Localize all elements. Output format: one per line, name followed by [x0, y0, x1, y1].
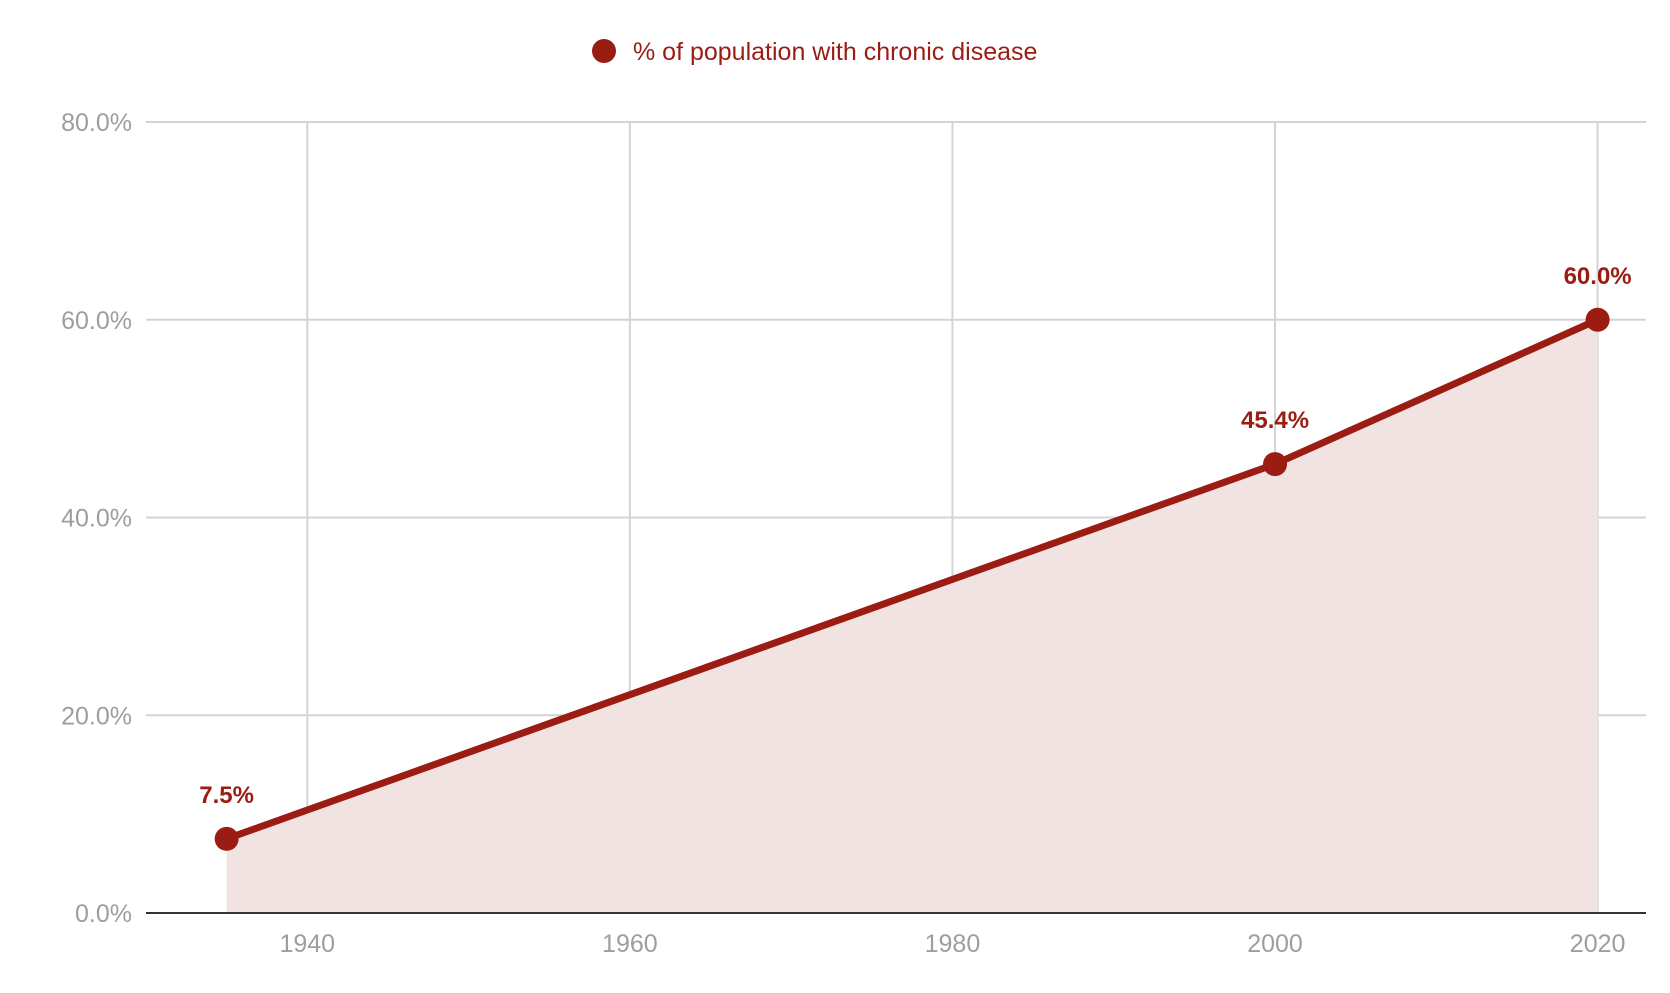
data-label-layer: 7.5% 45.4% 60.0%	[199, 263, 1631, 809]
x-tick-label: 1980	[925, 930, 981, 958]
x-tick-label: 1940	[279, 930, 335, 958]
data-point[interactable]	[1263, 452, 1288, 477]
series-area-fill	[226, 319, 1598, 913]
legend-marker-icon	[592, 39, 616, 63]
data-point[interactable]	[1585, 307, 1610, 332]
data-label: 7.5%	[199, 782, 254, 809]
legend-label: % of population with chronic disease	[633, 38, 1037, 66]
x-tick-label: 1960	[602, 930, 658, 958]
data-point[interactable]	[214, 826, 239, 851]
legend[interactable]: % of population with chronic disease	[592, 38, 1037, 66]
y-tick-label: 40.0%	[61, 505, 132, 533]
y-tick-label: 80.0%	[61, 109, 132, 137]
y-tick-label: 0.0%	[75, 900, 132, 928]
x-tick-label: 2020	[1570, 930, 1626, 958]
axes: 0.0% 20.0% 40.0% 60.0% 80.0% 1940 1960 1980 2000…	[61, 109, 1646, 958]
data-label: 45.4%	[1241, 407, 1309, 434]
data-label: 60.0%	[1564, 263, 1632, 290]
y-tick-label: 20.0%	[61, 702, 132, 730]
y-tick-label: 60.0%	[61, 307, 132, 335]
x-tick-label: 2000	[1247, 930, 1303, 958]
area-fill-layer	[226, 319, 1598, 913]
data-point-layer	[214, 307, 1610, 851]
